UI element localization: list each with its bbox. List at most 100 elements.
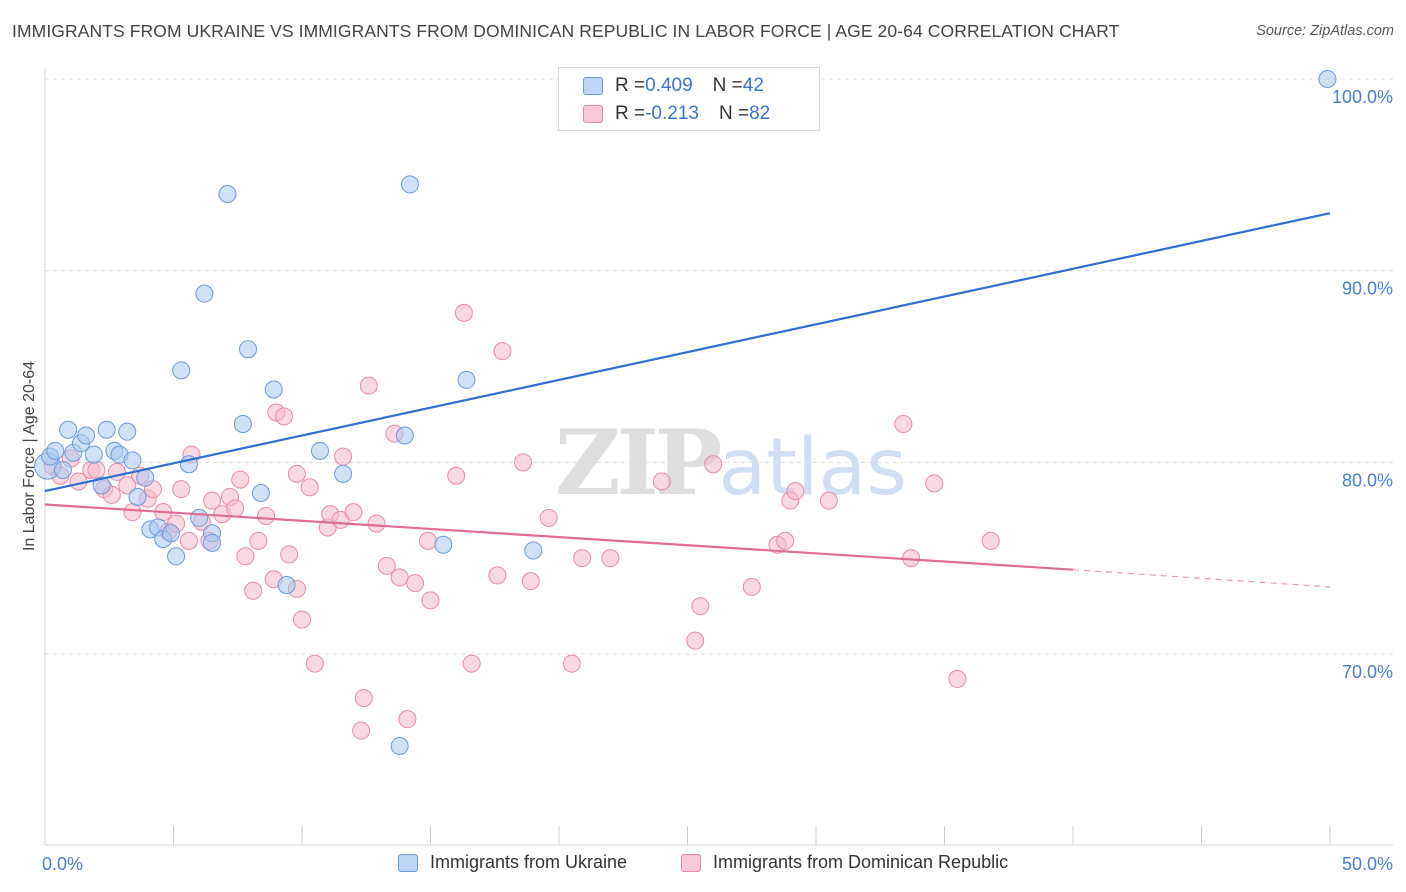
data-point-dominican	[275, 407, 294, 426]
data-point-dominican	[573, 549, 592, 568]
ukraine-points	[34, 70, 1337, 755]
data-point-ukraine	[233, 415, 252, 433]
data-point-ukraine	[190, 508, 209, 527]
y-tick-label: 80.0%	[1342, 470, 1393, 490]
data-point-ukraine	[203, 533, 222, 552]
data-point-dominican	[894, 415, 913, 433]
data-point-dominican	[118, 476, 137, 495]
chart-title: IMMIGRANTS FROM UKRAINE VS IMMIGRANTS FR…	[12, 21, 1120, 41]
watermark-atlas: atlas	[718, 423, 907, 513]
tick-labels: 70.0% 80.0% 90.0% 100.0% 0.0% 50.0%	[42, 87, 1393, 874]
data-point-dominican	[418, 531, 437, 550]
data-point-ukraine	[123, 451, 142, 470]
data-point-dominican	[742, 577, 761, 596]
trend-lines	[44, 212, 1331, 588]
trend-line-dominican	[44, 503, 1074, 571]
legend-swatch-dominican	[681, 853, 701, 872]
data-point-ukraine	[77, 426, 96, 445]
data-point-dominican	[454, 303, 473, 322]
data-point-ukraine	[59, 420, 78, 439]
watermark-zip: ZIP	[555, 410, 722, 516]
legend-swatch-ukraine	[583, 77, 603, 95]
data-point-dominican	[87, 461, 106, 479]
data-point-ukraine	[310, 441, 329, 460]
stats-legend: R = 0.409 N = 42 R = -0.213 N = 82	[558, 67, 820, 131]
data-point-dominican	[406, 574, 425, 593]
legend-r-value-ukraine: 0.409	[645, 75, 693, 96]
data-point-ukraine	[1318, 70, 1337, 88]
data-point-dominican	[601, 549, 620, 568]
data-point-dominican	[231, 470, 250, 489]
data-point-dominican	[819, 491, 838, 510]
data-point-dominican	[704, 455, 723, 474]
data-point-ukraine	[46, 441, 65, 460]
data-point-dominican	[377, 556, 396, 575]
legend-swatch-ukraine	[398, 853, 418, 872]
data-point-ukraine	[239, 340, 258, 359]
data-point-ukraine	[334, 464, 353, 483]
legend-r-label: R =	[615, 75, 646, 96]
data-point-dominican	[398, 710, 417, 729]
data-point-dominican	[280, 545, 299, 564]
data-point-ukraine	[167, 547, 186, 566]
legend-label-ukraine: Immigrants from Ukraine	[430, 852, 628, 872]
data-point-dominican	[226, 499, 245, 518]
data-point-dominican	[300, 478, 319, 497]
data-point-ukraine	[524, 541, 543, 560]
data-point-dominican	[562, 654, 581, 673]
data-point-dominican	[925, 474, 944, 493]
data-point-ukraine	[251, 484, 270, 502]
data-point-ukraine	[128, 487, 147, 506]
data-point-dominican	[493, 342, 512, 361]
data-point-dominican	[390, 568, 409, 587]
data-point-dominican	[334, 447, 353, 466]
data-point-dominican	[447, 466, 466, 485]
y-tick-label: 70.0%	[1342, 662, 1393, 682]
y-tick-label: 90.0%	[1342, 279, 1393, 299]
data-point-dominican	[686, 631, 705, 650]
data-point-ukraine	[53, 461, 72, 479]
legend-row-ukraine: R = 0.409 N = 42	[583, 73, 764, 99]
legend-item-ukraine: Immigrants from Ukraine	[398, 852, 627, 873]
watermark: ZIPatlas	[555, 410, 907, 516]
data-point-ukraine	[400, 175, 419, 194]
data-point-ukraine	[97, 420, 116, 439]
x-tick-label-min: 0.0%	[42, 854, 83, 874]
trend-line-dominican-extension	[1072, 569, 1331, 588]
data-point-dominican	[293, 610, 311, 629]
legend-swatch-dominican	[583, 105, 603, 123]
y-tick-label: 100.0%	[1332, 87, 1393, 107]
data-point-dominican	[981, 531, 1000, 550]
data-point-dominican	[179, 531, 198, 550]
data-point-ukraine	[434, 535, 453, 554]
data-point-dominican	[691, 597, 710, 616]
data-point-ukraine	[172, 361, 191, 380]
trend-line-ukraine	[44, 212, 1331, 493]
data-point-dominican	[249, 531, 268, 550]
data-point-dominican	[354, 689, 373, 708]
data-point-ukraine	[277, 576, 296, 594]
data-point-dominican	[786, 482, 805, 501]
legend-item-dominican: Immigrants from Dominican Republic	[681, 852, 1008, 873]
data-point-ukraine	[161, 524, 180, 543]
legend-r-label: R =	[615, 103, 646, 124]
data-point-dominican	[359, 376, 378, 395]
legend-r-value-dominican: -0.213	[645, 103, 699, 124]
data-point-dominican	[172, 480, 191, 499]
data-point-ukraine	[218, 185, 237, 203]
dominican-points	[43, 303, 1000, 740]
data-point-ukraine	[395, 426, 414, 445]
source-label: Source: ZipAtlas.com	[1256, 23, 1394, 39]
legend-n-label: N =	[712, 75, 743, 96]
axes	[44, 68, 1393, 846]
legend-row-dominican: R = -0.213 N = 82	[583, 101, 770, 127]
data-point-dominican	[344, 503, 363, 522]
data-point-dominican	[521, 572, 540, 591]
data-point-ukraine	[264, 380, 283, 399]
data-point-dominican	[367, 514, 386, 533]
data-point-ukraine	[195, 284, 214, 303]
data-point-dominican	[539, 508, 558, 527]
data-point-ukraine	[390, 737, 409, 755]
x-tick-label-max: 50.0%	[1342, 854, 1393, 874]
data-point-dominican	[776, 531, 795, 550]
